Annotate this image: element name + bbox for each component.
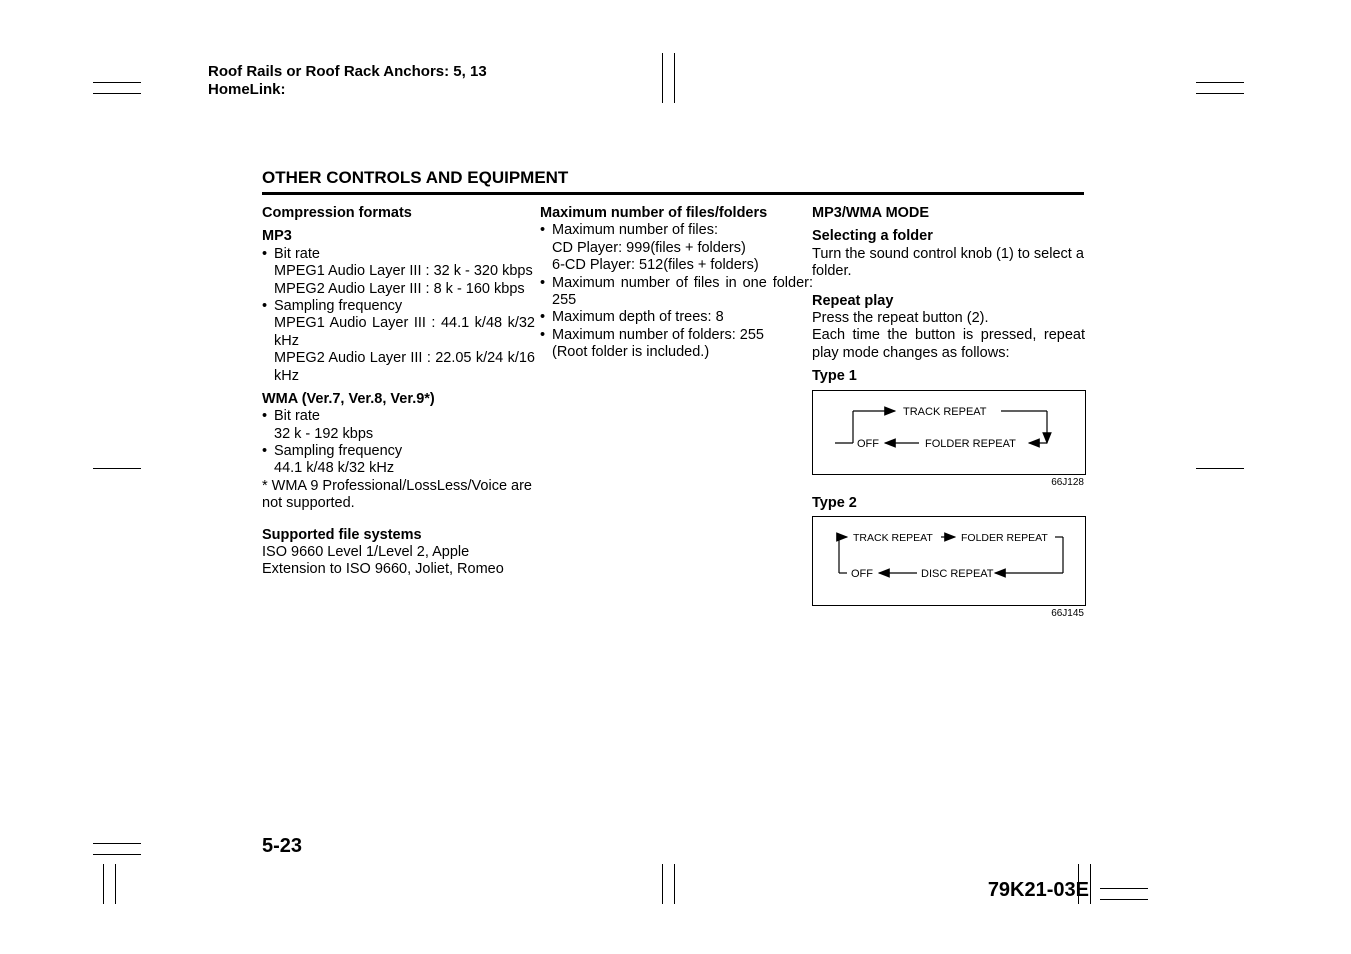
heading-repeat-play: Repeat play <box>812 293 1085 310</box>
supported-fs-body: ISO 9660 Level 1/Level 2, Apple Extensio… <box>262 544 535 579</box>
bullet-label: Maximum number of files: <box>552 222 813 239</box>
list-item: • Sampling frequency <box>262 298 535 315</box>
list-item: • Maximum number of files in one folder:… <box>540 275 813 310</box>
type1-caption: 66J128 <box>812 477 1084 489</box>
node-folder-repeat: FOLDER REPEAT <box>961 532 1048 544</box>
repeat-play-line: Each time the button is pressed, repeat … <box>812 327 1085 362</box>
bullet-label: Maximum number of folders: 255 <box>552 327 813 344</box>
heading-supported-fs: Supported file systems <box>262 527 535 544</box>
bullet-label: Bit rate <box>274 408 535 425</box>
wma-note: * WMA 9 Professional/LossLess/Voice are … <box>262 478 535 513</box>
bullet-icon: • <box>540 327 552 344</box>
crop-mark <box>115 864 116 904</box>
flow-diagram-type2: TRACK REPEAT FOLDER REPEAT OFF DISC REPE… <box>825 527 1073 587</box>
heading-compression-formats: Compression formats <box>262 205 535 222</box>
section-rule <box>262 192 1084 195</box>
list-item: • Maximum number of folders: 255 <box>540 327 813 344</box>
crop-mark <box>93 854 141 855</box>
bullet-detail: MPEG2 Audio Layer III : 22.05 k/24 k/16 … <box>262 350 535 385</box>
crop-mark <box>674 864 675 904</box>
crop-mark <box>93 468 141 469</box>
heading-wma: WMA (Ver.7, Ver.8, Ver.9*) <box>262 391 535 408</box>
page: Roof Rails or Roof Rack Anchors: 5, 13 H… <box>0 0 1351 954</box>
bullet-label: Sampling frequency <box>274 443 535 460</box>
column-3: MP3/WMA MODE Selecting a folder Turn the… <box>812 205 1085 620</box>
selecting-folder-body: Turn the sound control knob (1) to selec… <box>812 246 1085 281</box>
bullet-icon: • <box>540 309 552 326</box>
crop-mark <box>1100 899 1148 900</box>
list-item: • Sampling frequency <box>262 443 535 460</box>
running-header: Roof Rails or Roof Rack Anchors: 5, 13 H… <box>208 63 487 99</box>
crop-mark <box>662 53 663 103</box>
bullet-detail: (Root folder is included.) <box>540 344 813 361</box>
header-line-2: HomeLink: <box>208 81 487 99</box>
bullet-icon: • <box>262 408 274 425</box>
bullet-icon: • <box>262 246 274 263</box>
bullet-detail: 44.1 k/48 k/32 kHz <box>262 460 535 477</box>
crop-mark <box>674 53 675 103</box>
bullet-label: Maximum number of files in one folder: 2… <box>552 275 813 310</box>
section-title: OTHER CONTROLS AND EQUIPMENT <box>262 168 568 188</box>
bullet-icon: • <box>262 443 274 460</box>
bullet-label: Maximum depth of trees: 8 <box>552 309 813 326</box>
node-track-repeat: TRACK REPEAT <box>853 532 933 544</box>
bullet-icon: • <box>540 222 552 239</box>
heading-mp3: MP3 <box>262 228 535 245</box>
bullet-detail: 32 k - 192 kbps <box>262 426 535 443</box>
column-2: Maximum number of files/folders • Maximu… <box>540 205 813 362</box>
column-1: Compression formats MP3 • Bit rate MPEG1… <box>262 205 535 579</box>
list-item: • Bit rate <box>262 246 535 263</box>
repeat-play-line: Press the repeat button (2). <box>812 310 1085 327</box>
bullet-detail: CD Player: 999(files + folders) <box>540 240 813 257</box>
type2-diagram: TRACK REPEAT FOLDER REPEAT OFF DISC REPE… <box>812 516 1086 605</box>
header-line-1: Roof Rails or Roof Rack Anchors: 5, 13 <box>208 63 487 81</box>
heading-selecting-folder: Selecting a folder <box>812 228 1085 245</box>
crop-mark <box>1196 468 1244 469</box>
crop-mark <box>662 864 663 904</box>
bullet-detail: 6-CD Player: 512(files + folders) <box>540 257 813 274</box>
bullet-icon: • <box>540 275 552 310</box>
crop-mark <box>103 864 104 904</box>
crop-mark <box>1196 82 1244 83</box>
crop-mark <box>93 843 141 844</box>
crop-mark <box>1196 93 1244 94</box>
type1-label: Type 1 <box>812 368 1085 385</box>
page-number-right: 79K21-03E <box>988 878 1089 902</box>
bullet-label: Bit rate <box>274 246 535 263</box>
bullet-detail: MPEG1 Audio Layer III : 32 k - 320 kbps <box>262 263 535 280</box>
bullet-detail: MPEG2 Audio Layer III : 8 k - 160 kbps <box>262 281 535 298</box>
flow-diagram-type1: TRACK REPEAT OFF FOLDER REPEAT <box>825 401 1073 457</box>
type1-diagram: TRACK REPEAT OFF FOLDER REPEAT <box>812 390 1086 475</box>
node-folder-repeat: FOLDER REPEAT <box>925 438 1016 450</box>
crop-mark <box>93 93 141 94</box>
bullet-detail: MPEG1 Audio Layer III : 44.1 k/48 k/32 k… <box>262 315 535 350</box>
crop-mark <box>1090 864 1091 904</box>
list-item: • Maximum number of files: <box>540 222 813 239</box>
node-track-repeat: TRACK REPEAT <box>903 406 987 418</box>
page-number-left: 5-23 <box>262 834 302 858</box>
type2-caption: 66J145 <box>812 608 1084 620</box>
crop-mark <box>93 82 141 83</box>
heading-max-files: Maximum number of files/folders <box>540 205 813 222</box>
node-off: OFF <box>857 438 879 450</box>
heading-mp3-wma-mode: MP3/WMA MODE <box>812 205 1085 222</box>
bullet-icon: • <box>262 298 274 315</box>
type2-label: Type 2 <box>812 495 1085 512</box>
list-item: • Bit rate <box>262 408 535 425</box>
list-item: • Maximum depth of trees: 8 <box>540 309 813 326</box>
crop-mark <box>1100 888 1148 889</box>
bullet-label: Sampling frequency <box>274 298 535 315</box>
node-off: OFF <box>851 568 873 580</box>
node-disc-repeat: DISC REPEAT <box>921 568 994 580</box>
